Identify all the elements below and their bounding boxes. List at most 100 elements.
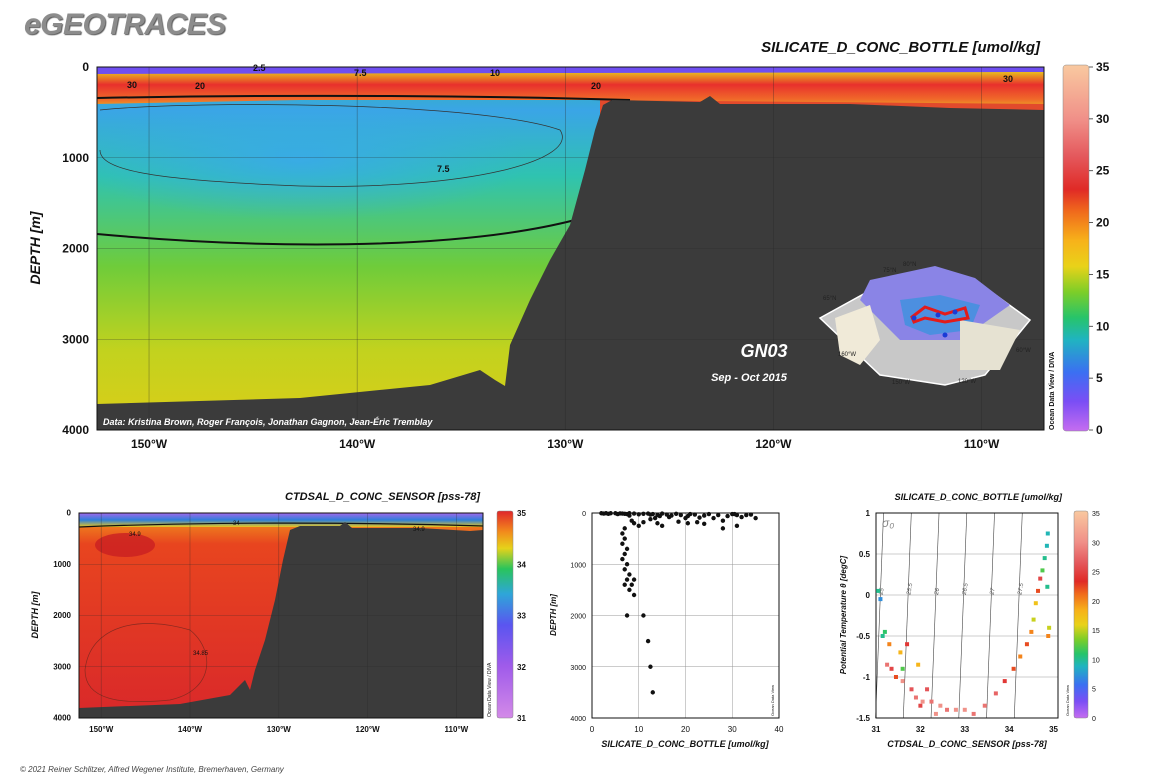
profile-point [624,613,630,618]
ts-point [1031,617,1036,622]
profile-point [627,587,632,593]
profile-point [648,664,653,669]
ts-point [882,629,887,634]
profile-point [636,512,641,517]
profile-point [627,513,632,518]
x-tick-label: 0 [590,725,595,734]
data-credit: Data: Kristina Brown, Roger François, Jo… [103,417,433,427]
x-tick-label: 130°W [547,437,584,451]
colorbar-tick-label: 5 [1092,687,1096,694]
profile-frame [591,512,780,719]
x-tick-label: 150°W [131,437,168,451]
main-title: SILICATE_D_CONC_BOTTLE [umol/kg] [761,39,1041,56]
main-colorbar-label: Ocean Data View / DIVA [1049,352,1056,430]
profile-x-ticks: 0 10 20 30 40 [590,725,784,734]
ts-point [880,634,885,638]
ts-point [938,703,943,708]
contour-label: 30 [1003,74,1013,84]
profile-point [624,577,630,582]
ts-point [1045,584,1050,589]
profile-point [669,513,674,518]
ts-colorbar-label: Ocean Data View [1065,685,1070,716]
ts-point [925,687,930,692]
ts-point [1029,629,1034,634]
profile-point [631,511,637,516]
profile-point [692,512,698,517]
profile-point [624,562,630,567]
ts-point [1033,601,1038,606]
profile-point [631,521,637,526]
ts-points [876,531,1052,716]
y-tick-label: 3000 [62,332,89,346]
profile-point [622,526,627,531]
ts-title: SILICATE_D_CONC_BOTTLE [umol/kg] [895,492,1063,502]
isopycnal-line [903,512,912,719]
ts-point [933,711,938,716]
contour-label: 30 [127,80,137,90]
contour-label: 34 [233,521,240,527]
x-tick-label: 110°W [964,437,1000,451]
x-tick-label: 130°W [267,725,292,734]
profile-point [622,567,627,572]
main-colorbar [1062,64,1090,432]
ts-scatter-plot: SILICATE_D_CONC_BOTTLE [umol/kg] 25 25.5 2… [839,492,1100,749]
isopycnal-label: 27.5 [1017,582,1025,596]
ts-grid [876,512,1058,719]
colorbar-tick-label: 35 [517,509,526,518]
ts-colorbar-ticks: 0 5 10 15 20 25 30 35 [1092,511,1100,723]
ts-point [1042,556,1047,561]
main-y-ticks: 0 1000 2000 3000 4000 [62,60,89,437]
contour-deep-main [97,219,576,246]
low-silicate-core [97,100,530,220]
profile-point [725,513,730,519]
salinity-section-plot: CTDSAL_D_CONC_SENSOR [pss-78] DEPTH [m] … [30,491,526,734]
colorbar-tick-label: 32 [517,663,526,672]
ts-point [971,711,976,716]
profile-point [694,520,700,525]
profile-point [732,511,737,517]
x-tick-label: 120°W [356,725,381,734]
contour-label: 20 [195,81,205,91]
salinity-y-ticks: 0 1000 2000 3000 4000 [53,509,71,723]
profile-point [734,523,740,529]
y-tick-label: 1000 [570,562,586,569]
y-tick-label: 3000 [570,665,586,672]
contour-7-5-main [99,104,563,187]
ts-point [1002,679,1007,684]
ts-point [889,666,894,671]
profile-point [687,511,693,517]
ts-point [909,687,914,692]
y-tick-label: 0.5 [859,550,871,559]
salinity-title: CTDSAL_D_CONC_SENSOR [pss-78] [285,491,480,503]
profile-point [641,511,646,516]
inset-station [942,332,948,338]
profile-point [624,546,630,552]
profile-point [720,526,726,531]
salinity-contour-34-85 [84,623,208,702]
isopycnal-label: 25 [878,587,885,596]
ts-xlabel: CTDSAL_D_CONC_SENSOR [pss-78] [887,739,1048,749]
y-tick-label: 2000 [53,611,71,620]
profile-point [641,613,646,618]
x-tick-label: 120°W [755,437,792,451]
x-tick-label: 20 [681,725,690,734]
ts-point [893,675,898,679]
salinity-contour-labels: 34.9 34.9 34.85 34 [129,521,425,657]
inset-station [911,315,917,321]
ts-point [1018,654,1023,659]
profile-point [620,541,625,546]
y-tick-label: 1000 [53,560,71,569]
ts-point [945,707,950,712]
profile-point [720,518,726,523]
profile-point [620,556,625,562]
contour-label: 10 [490,68,500,78]
inset-lat-label: 80°N [903,262,916,268]
isopycnal-line [1013,512,1023,719]
isopycnal-label: 27 [989,587,996,596]
y-tick-label: 1000 [62,151,89,165]
ts-point [887,642,892,647]
salinity-frame [78,512,484,719]
x-tick-label: 150°W [89,725,114,734]
ts-point [916,662,921,667]
